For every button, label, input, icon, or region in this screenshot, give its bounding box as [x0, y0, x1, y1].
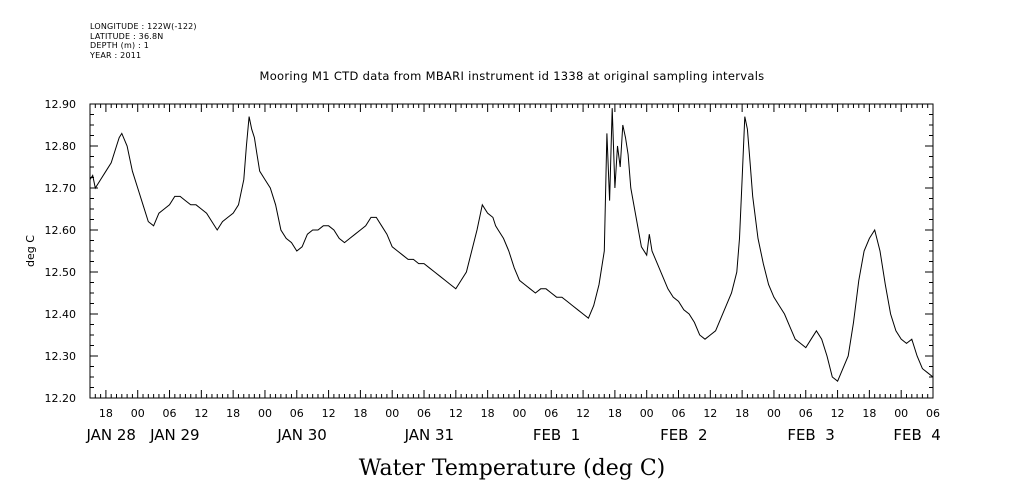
latitude-text: LATITUDE : 36.8N [90, 31, 164, 41]
y-tick-label: 12.50 [45, 266, 77, 279]
x-date-label: JAN 30 [276, 426, 327, 444]
x-hour-label: 00 [767, 407, 781, 420]
x-date-label: FEB 1 [533, 426, 580, 444]
y-tick-label: 12.90 [45, 98, 77, 111]
x-hour-label: 06 [799, 407, 813, 420]
x-hour-label: 06 [417, 407, 431, 420]
x-hour-label: 00 [894, 407, 908, 420]
y-axis-label: deg C [24, 235, 37, 267]
metadata-block: LONGITUDE : 122W(-122) LATITUDE : 36.8N … [90, 22, 197, 60]
x-date-label: FEB 2 [660, 426, 707, 444]
x-hour-label: 06 [672, 407, 686, 420]
x-hour-label: 12 [194, 407, 208, 420]
x-date-label: JAN 31 [404, 426, 455, 444]
x-hour-label: 00 [512, 407, 526, 420]
x-hour-label: 00 [131, 407, 145, 420]
x-hour-label: 00 [258, 407, 272, 420]
temperature-line [89, 108, 934, 383]
y-tick-label: 12.80 [45, 140, 77, 153]
x-hour-label: 06 [926, 407, 940, 420]
x-hour-label: 06 [544, 407, 558, 420]
x-hour-label: 18 [353, 407, 367, 420]
x-hour-label: 12 [703, 407, 717, 420]
x-date-label: FEB 4 [893, 426, 940, 444]
x-date-label: JAN 29 [149, 426, 200, 444]
x-hour-label: 00 [385, 407, 399, 420]
x-hour-label: 18 [608, 407, 622, 420]
x-hour-label: 18 [99, 407, 113, 420]
year-text: YEAR : 2011 [90, 50, 142, 60]
depth-text: DEPTH (m) : 1 [90, 41, 149, 50]
x-axis-label: Water Temperature (deg C) [359, 456, 666, 481]
x-hour-label: 12 [322, 407, 336, 420]
x-hour-label: 12 [449, 407, 463, 420]
y-axis: 12.20 12.30 12.40 12.50 12.60 12.70 12.80 12.90 [45, 98, 933, 405]
x-date-label: JAN 28 [85, 426, 136, 444]
y-tick-label: 12.20 [45, 392, 77, 405]
x-hour-label: 18 [481, 407, 495, 420]
x-axis: 18 00 06 12 18 00 06 12 18 00 06 12 18 00 06 12 18 00 06 12… [85, 104, 941, 444]
x-hour-label: 12 [576, 407, 590, 420]
y-tick-label: 12.40 [45, 308, 77, 321]
plot-frame [89, 103, 934, 399]
x-hour-label: 18 [226, 407, 240, 420]
x-hour-label: 00 [640, 407, 654, 420]
x-date-label: FEB 3 [787, 426, 834, 444]
x-hour-label: 06 [290, 407, 304, 420]
longitude-text: LONGITUDE : 122W(-122) [90, 22, 197, 31]
x-hour-label: 06 [163, 407, 177, 420]
x-hour-label: 12 [831, 407, 845, 420]
x-hour-label: 18 [735, 407, 749, 420]
y-tick-label: 12.60 [45, 224, 77, 237]
y-tick-label: 12.70 [45, 182, 77, 195]
x-hour-label: 18 [862, 407, 876, 420]
y-tick-label: 12.30 [45, 350, 77, 363]
chart-title: Mooring M1 CTD data from MBARI instrumen… [260, 69, 765, 83]
